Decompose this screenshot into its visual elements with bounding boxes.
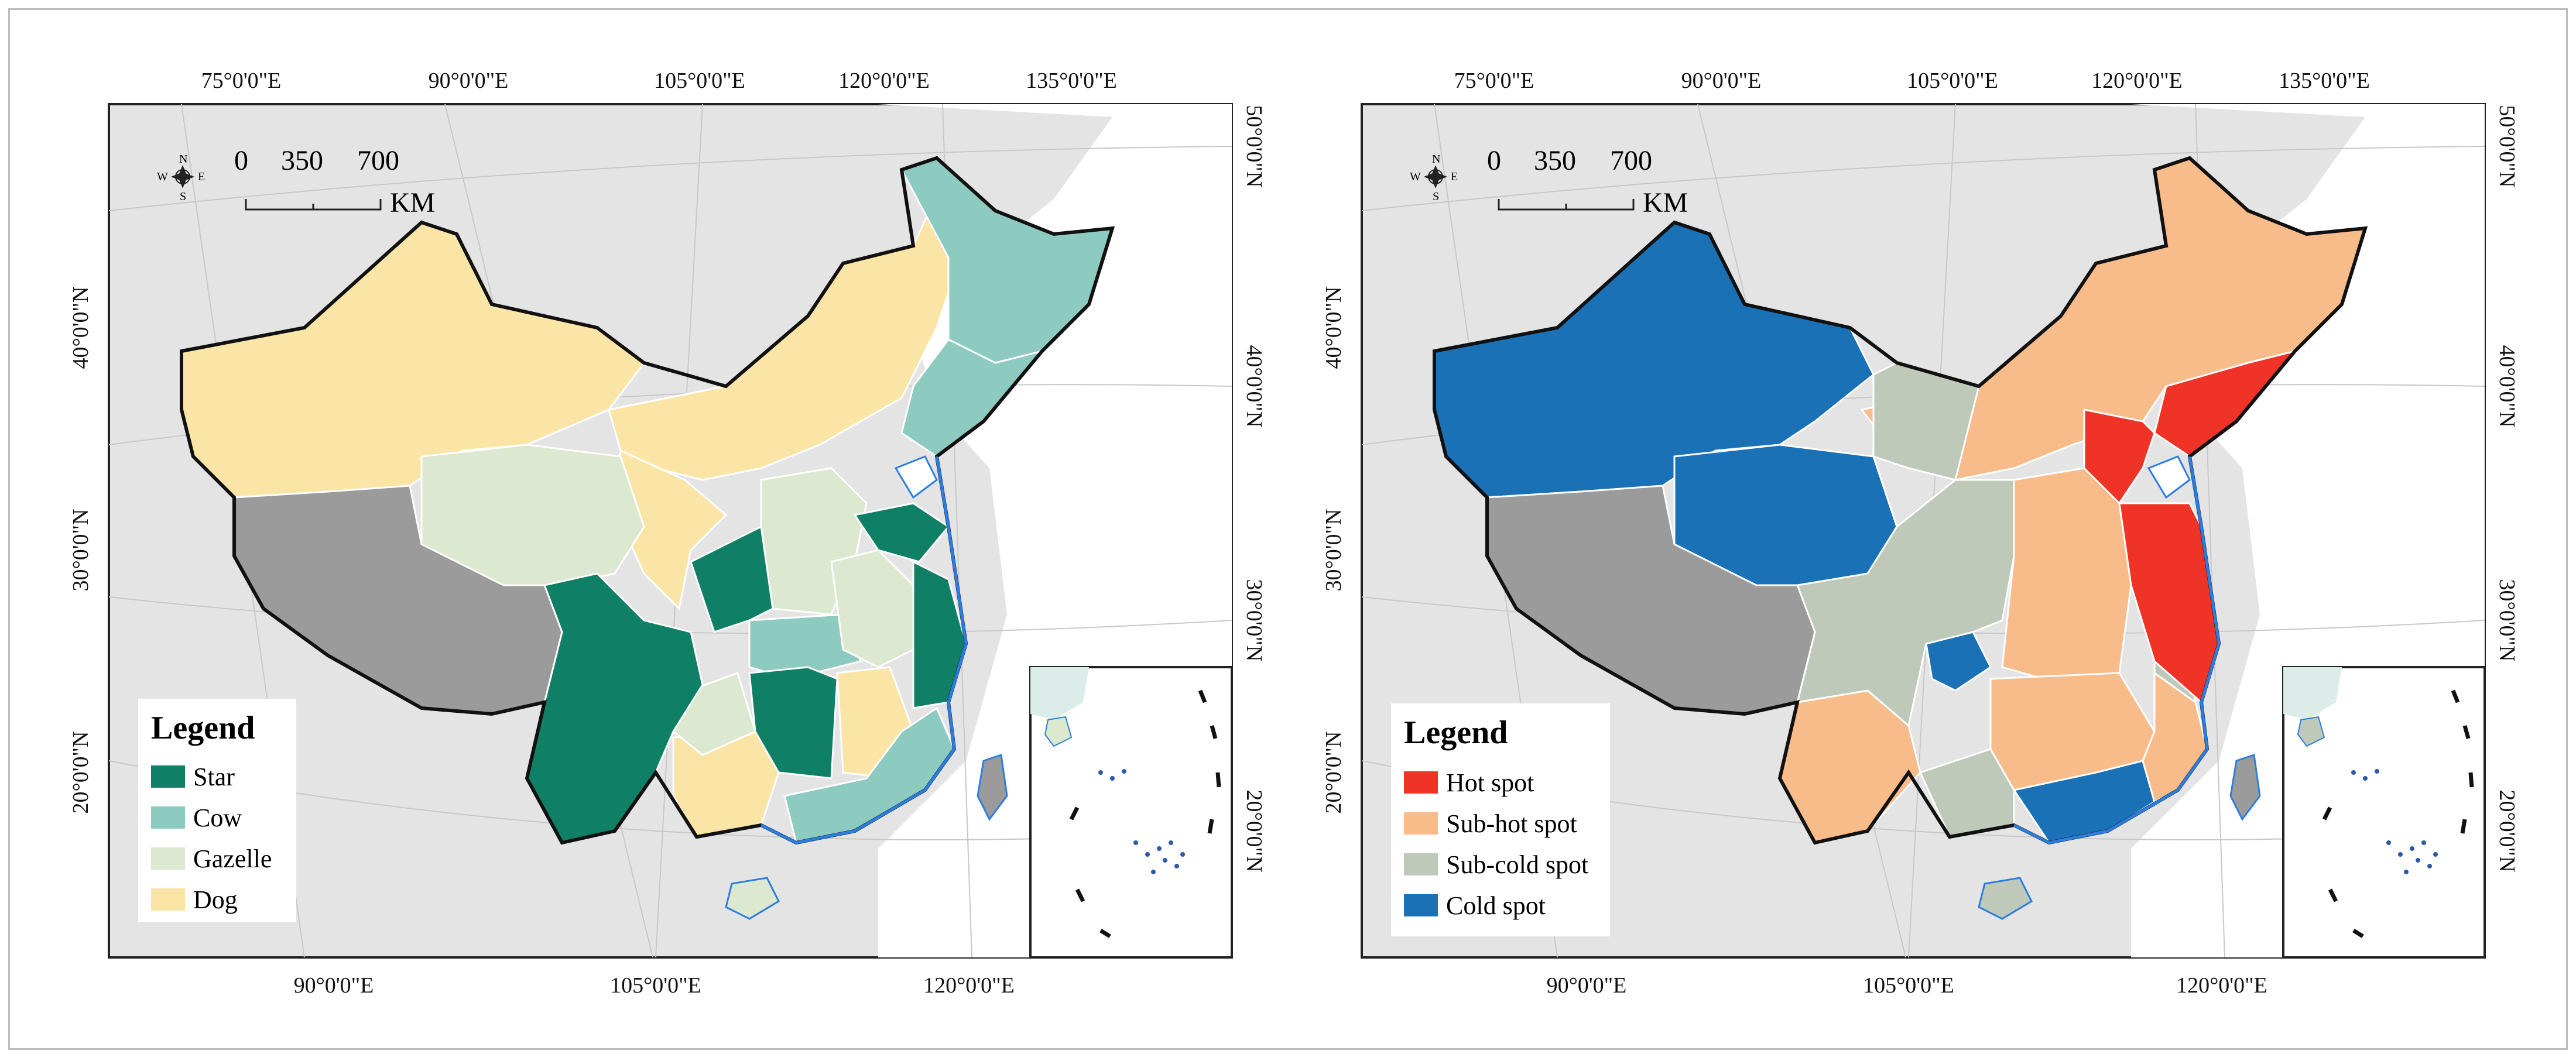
map-panel-right: N S E W 0 350 700 KM Legend Hot spot Sub… — [1253, 0, 2541, 1058]
region-taiwan — [977, 754, 1008, 821]
svg-text:350: 350 — [1534, 145, 1576, 176]
map-panel-left: N S E W 0 350 700 KM Legend Star Cow Gaz… — [0, 0, 1288, 1058]
svg-text:Cow: Cow — [193, 804, 242, 832]
legend-item: Cow — [151, 804, 242, 832]
lon-label-top: 120°0'0"E — [2091, 68, 2183, 93]
legend-item: Dog — [151, 885, 238, 914]
scale-bar: 0 350 700 KM — [234, 145, 435, 218]
lat-label-left: 20°0'0"N — [68, 732, 93, 814]
region-henan-hubei — [2001, 467, 2132, 680]
lat-label-right: 40°0'0"N — [2495, 345, 2519, 428]
lon-label-top: 135°0'0"E — [1026, 68, 1117, 93]
svg-text:N: N — [1432, 153, 1440, 166]
region-hebei-beijing — [2083, 408, 2156, 505]
legend: Legend Hot spot Sub-hot spot Sub-cold sp… — [1391, 703, 1610, 936]
lon-label-bottom: 105°0'0"E — [1863, 973, 1954, 998]
legend-item: Star — [151, 763, 235, 791]
legend-item: Sub-hot spot — [1404, 809, 1577, 838]
lat-label-left: 20°0'0"N — [1321, 732, 1346, 814]
svg-text:Sub-cold spot: Sub-cold spot — [1446, 850, 1588, 879]
svg-text:Sub-hot spot: Sub-hot spot — [1446, 809, 1577, 838]
lat-label-left: 40°0'0"N — [68, 287, 93, 369]
region-chongqing-hunan — [690, 525, 774, 633]
svg-text:Dog: Dog — [193, 885, 238, 914]
svg-text:Star: Star — [193, 763, 235, 791]
svg-text:KM: KM — [1643, 187, 1688, 218]
compass-rose: N S E W — [157, 153, 205, 203]
region-hunan — [748, 666, 838, 780]
lat-label-right: 50°0'0"N — [2495, 105, 2519, 188]
bohai-sea — [2147, 455, 2191, 499]
svg-text:700: 700 — [1610, 145, 1652, 176]
legend-title: Legend — [1404, 715, 1508, 751]
region-sichuan — [1796, 479, 2015, 727]
coordinate-labels: 75°0'0"E 90°0'0"E 105°0'0"E 120°0'0"E 13… — [68, 68, 1266, 998]
svg-text:E: E — [1451, 170, 1458, 183]
svg-text:E: E — [198, 170, 205, 183]
svg-text:N: N — [179, 153, 187, 166]
svg-text:W: W — [157, 170, 168, 183]
svg-text:Cold spot: Cold spot — [1446, 891, 1546, 920]
lon-label-top: 105°0'0"E — [654, 68, 745, 93]
svg-text:0: 0 — [234, 145, 248, 176]
lat-label-right: 50°0'0"N — [1242, 105, 1266, 188]
lon-label-top: 105°0'0"E — [1907, 68, 1998, 93]
scale-bar: 0 350 700 KM — [1487, 145, 1688, 218]
lon-label-top: 75°0'0"E — [1454, 68, 1534, 93]
lon-label-bottom: 120°0'0"E — [2176, 973, 2267, 998]
svg-text:S: S — [180, 190, 186, 203]
region-hainan — [725, 877, 780, 920]
region-hubei — [748, 613, 862, 680]
region-hainan — [1978, 877, 2033, 920]
lat-label-left: 30°0'0"N — [1321, 509, 1346, 592]
svg-text:Gazelle: Gazelle — [193, 844, 272, 873]
lat-label-right: 20°0'0"N — [1242, 790, 1266, 873]
lon-label-bottom: 90°0'0"E — [294, 973, 374, 998]
lat-label-right: 30°0'0"N — [1242, 579, 1266, 662]
lat-label-right: 40°0'0"N — [1242, 345, 1266, 428]
lon-label-bottom: 120°0'0"E — [923, 973, 1015, 998]
legend: Legend Star Cow Gazelle Dog — [138, 699, 296, 922]
lat-label-right: 30°0'0"N — [2495, 579, 2519, 662]
figure-frame — [8, 8, 2568, 1050]
china-provinces — [1433, 157, 2367, 844]
svg-text:0: 0 — [1487, 145, 1501, 176]
legend-title: Legend — [151, 710, 255, 746]
svg-text:W: W — [1410, 170, 1421, 183]
lat-label-left: 30°0'0"N — [68, 509, 93, 592]
lat-label-left: 40°0'0"N — [1321, 287, 1346, 369]
lon-label-top: 90°0'0"E — [429, 68, 509, 93]
coordinate-labels: 75°0'0"E 90°0'0"E 105°0'0"E 120°0'0"E 13… — [1321, 68, 2519, 998]
region-guangxi — [672, 730, 780, 838]
svg-text:S: S — [1433, 190, 1439, 203]
south-china-sea-inset — [2282, 666, 2486, 959]
lon-label-top: 75°0'0"E — [201, 68, 282, 93]
bohai-sea — [894, 455, 938, 499]
legend-item: Gazelle — [151, 844, 272, 873]
legend-item: Cold spot — [1404, 891, 1546, 920]
svg-text:700: 700 — [357, 145, 399, 176]
lon-label-top: 135°0'0"E — [2279, 68, 2370, 93]
svg-text:350: 350 — [281, 145, 323, 176]
lat-label-right: 20°0'0"N — [2495, 790, 2519, 873]
south-china-sea-inset — [1029, 666, 1233, 959]
region-taiwan — [2229, 754, 2261, 821]
lon-label-bottom: 90°0'0"E — [1547, 973, 1627, 998]
lon-label-bottom: 105°0'0"E — [610, 973, 701, 998]
svg-text:KM: KM — [390, 187, 435, 218]
svg-text:Hot spot: Hot spot — [1446, 768, 1534, 797]
coastline — [2013, 456, 2221, 844]
lon-label-top: 90°0'0"E — [1681, 68, 1762, 93]
region-shandong — [853, 502, 950, 563]
lon-label-top: 120°0'0"E — [838, 68, 930, 93]
legend-item: Hot spot — [1404, 768, 1534, 797]
legend-item: Sub-cold spot — [1404, 850, 1588, 879]
compass-rose: N S E W — [1410, 153, 1458, 203]
coastline — [760, 456, 968, 844]
